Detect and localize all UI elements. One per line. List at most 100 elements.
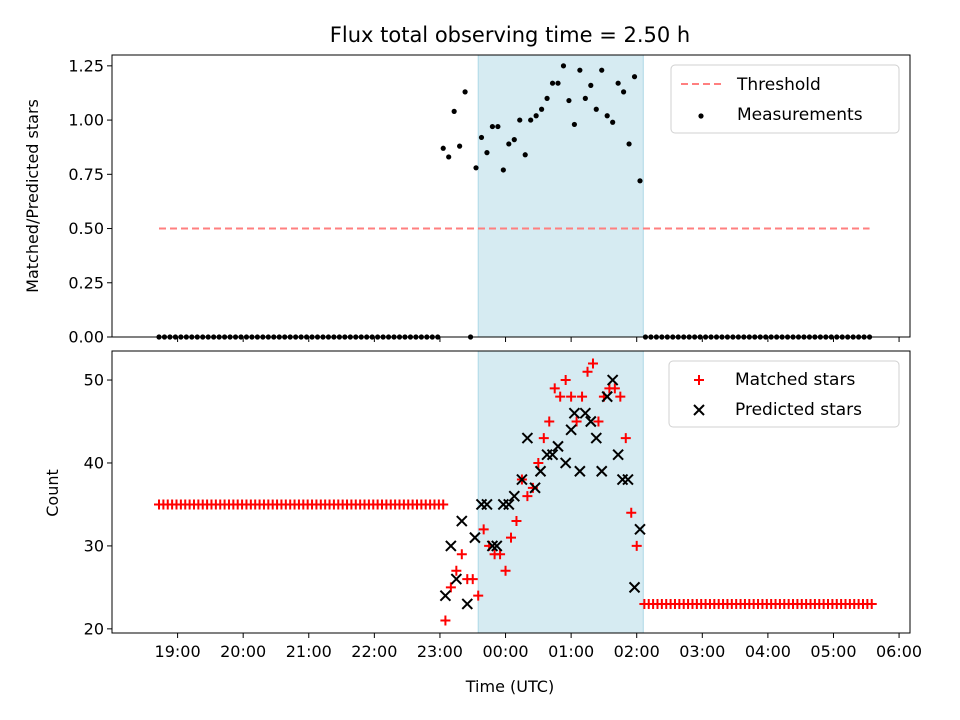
matched-star-point	[566, 391, 577, 402]
matched-star-point	[511, 516, 522, 527]
measurement-point	[511, 137, 517, 143]
predicted-star-point	[456, 515, 468, 527]
measurement-point	[626, 141, 632, 147]
x-tick-label: 05:00	[810, 642, 856, 661]
top-y-tick-label: 1.00	[68, 111, 104, 130]
predicted-star-point	[521, 432, 534, 444]
matched-star-point	[615, 391, 626, 402]
predicted-star-point	[486, 540, 499, 552]
matched-star-point	[626, 507, 637, 518]
measurement-point	[577, 67, 583, 73]
legend-matched-label: Matched stars	[735, 370, 855, 390]
matched-star-point	[522, 491, 533, 502]
bottom-y-tick-label: 50	[84, 371, 104, 390]
predicted-star-point	[491, 540, 503, 552]
x-tick-label: 19:00	[155, 642, 201, 661]
predicted-star-point	[628, 581, 641, 594]
measurement-point	[604, 113, 610, 119]
measurement-point	[457, 143, 463, 149]
matched-star-point	[593, 416, 604, 427]
top-y-tick-label: 0.50	[68, 219, 104, 238]
bottom-y-axis-label: Count	[43, 469, 62, 517]
predicted-star-point	[693, 404, 705, 416]
top-y-tick-label: 0.75	[68, 165, 104, 184]
matched-star-point	[440, 615, 451, 626]
predicted-star-point	[596, 465, 608, 477]
measurement-point	[582, 95, 588, 101]
matched-star-point	[631, 540, 642, 551]
predicted-star-point	[552, 440, 564, 453]
bottom-axes-frame	[111, 350, 911, 634]
predicted-star-point	[579, 407, 592, 419]
legend-measurements-label: Measurements	[737, 105, 863, 125]
predicted-star-point	[565, 424, 577, 436]
measurement-point	[610, 119, 616, 125]
predicted-star-point	[516, 473, 528, 486]
predicted-star-point	[534, 465, 547, 477]
predicted-star-point	[622, 473, 634, 486]
measurement-point	[517, 117, 523, 123]
x-tick-label: 03:00	[679, 642, 725, 661]
predicted-star-point	[445, 540, 457, 552]
matched-star-point	[577, 391, 588, 402]
measurement-point	[615, 80, 621, 86]
matched-star-point	[609, 383, 620, 394]
measurement-point	[500, 167, 506, 173]
measurement-point	[539, 106, 545, 112]
measurement-point	[620, 89, 627, 95]
measurement-point	[473, 165, 479, 171]
matched-star-point	[620, 433, 631, 444]
x-tick-label: 02:00	[614, 642, 660, 661]
predicted-star-point	[574, 465, 586, 477]
x-tick-label: 01:00	[548, 642, 594, 661]
x-tick-label: 22:00	[351, 642, 397, 661]
measurement-point	[566, 97, 572, 104]
top-axes-frame	[111, 54, 911, 338]
matched-star-point	[506, 532, 516, 543]
bottom-y-tick-label: 30	[84, 536, 104, 555]
predicted-star-point	[590, 432, 602, 444]
matched-star-point	[478, 524, 489, 535]
matched-star-point	[495, 549, 506, 560]
measurement-point	[446, 154, 452, 160]
top-legend-box	[670, 64, 900, 134]
shaded-interval	[478, 55, 644, 337]
matched-star-point	[467, 574, 478, 585]
predicted-star-point	[508, 490, 520, 502]
matched-star-point	[571, 416, 582, 427]
measurement-point	[637, 178, 643, 184]
measurement-point	[593, 106, 599, 112]
measurement-point	[478, 134, 485, 141]
measurement-point	[599, 67, 605, 73]
top-y-tick-label: 0.00	[68, 328, 104, 347]
chart-title: Flux total observing time = 2.50 h	[330, 23, 690, 47]
predicted-star-point	[634, 523, 646, 536]
predicted-star-point	[585, 415, 597, 428]
matched-star-point	[438, 499, 449, 510]
measurement-point	[440, 145, 446, 151]
measurement-point	[571, 121, 578, 128]
top-legend: Threshold Measurements	[670, 64, 900, 134]
predicted-star-point	[469, 531, 481, 544]
matched-star-point	[500, 565, 511, 576]
matched-star-point	[555, 391, 566, 402]
predicted-star-point	[529, 482, 541, 494]
measurement-point	[522, 152, 528, 158]
legend-predicted-label: Predicted stars	[735, 400, 862, 420]
legend-threshold-label: Threshold	[736, 75, 821, 95]
measurement-point	[451, 108, 457, 114]
top-y-axis-label: Matched/Predicted stars	[23, 99, 42, 293]
x-tick-label: 06:00	[876, 642, 922, 661]
top-panel: 0.00 0.25 0.50 0.75 1.00 1.25 Threshold Measure…	[68, 54, 911, 347]
matched-star-point	[456, 549, 467, 560]
matched-star-point	[549, 383, 560, 394]
matched-star-point	[473, 590, 484, 601]
predicted-star-point	[612, 448, 624, 461]
x-tick-label: 23:00	[417, 642, 463, 661]
measurement-point	[555, 80, 561, 86]
x-tick-label: 00:00	[482, 642, 528, 661]
predicted-star-point	[601, 390, 613, 403]
measurement-point	[489, 123, 496, 130]
measurement-point	[544, 95, 550, 101]
